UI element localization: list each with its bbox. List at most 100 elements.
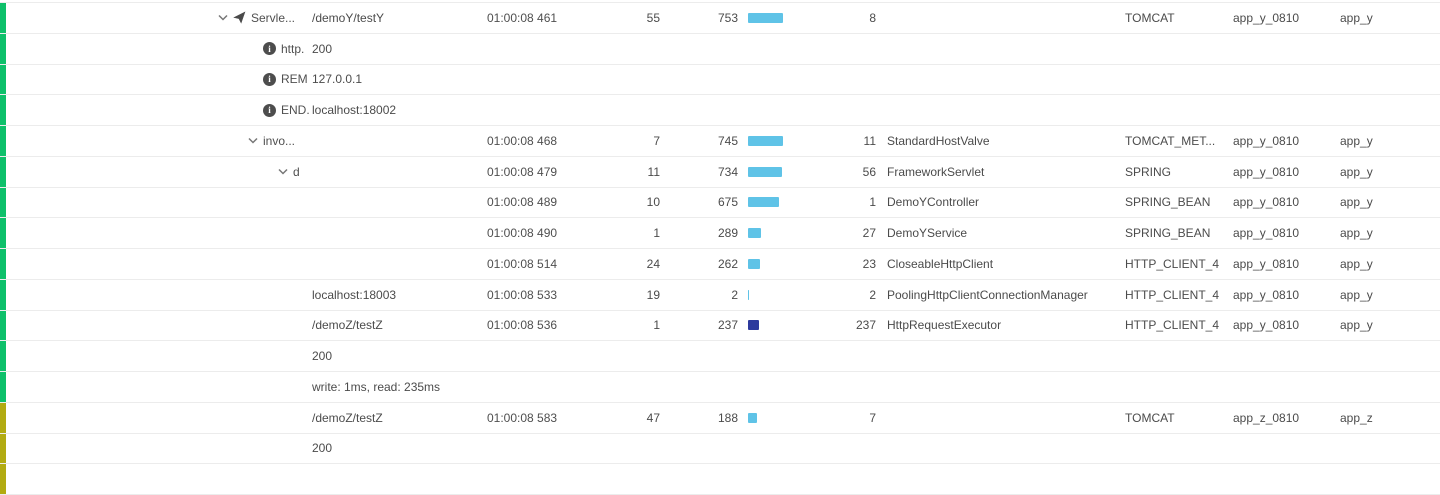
gap-cell: 24	[646, 256, 660, 271]
class-name-cell: CloseableHttpClient	[887, 256, 994, 271]
api-type-cell: SPRING_BEAN	[1125, 195, 1211, 210]
exec-ms-cell: 734	[717, 164, 738, 179]
app-color-strip	[0, 218, 6, 248]
gap-cell: 47	[646, 410, 660, 425]
api-type-cell: HTTP_CLIENT_4	[1125, 318, 1220, 333]
api-type-cell: SPRING	[1125, 164, 1172, 179]
trace-row[interactable]: 200	[0, 433, 1440, 465]
trace-row[interactable]: 01:00:08 490 1 289 27 DemoYService SPRING_BEA…	[0, 218, 1440, 249]
agent-cell: app_y_0810	[1233, 133, 1300, 148]
trace-row[interactable]: localhost:18003 01:00:08 533 19 2 2 PoolingHt…	[0, 279, 1440, 311]
timeline-bar	[748, 258, 761, 269]
app-color-strip	[0, 249, 6, 279]
gap-cell: 55	[646, 10, 660, 25]
trace-row[interactable]: /demoZ/testZ 01:00:08 583 47 188 7 TOMCAT app_…	[0, 402, 1440, 434]
class-name-cell: DemoYService	[887, 226, 968, 241]
exec-ms-cell: 237	[717, 318, 738, 333]
tree-cell: invo...	[6, 134, 312, 148]
trace-row[interactable]: 01:00:08 514 24 262 23 CloseableHttpClient HT…	[0, 249, 1440, 280]
start-time-cell: 01:00:08 514	[487, 256, 558, 271]
trace-row[interactable]: d 01:00:08 479 11 734 56 FrameworkServlet SPRI…	[0, 156, 1440, 188]
trace-row[interactable]: 01:00:08 489 10 675 1 DemoYController SPRING_…	[0, 187, 1440, 219]
exec-ms-cell: 2	[731, 287, 738, 302]
method-label: d	[293, 164, 300, 179]
timeline-bar-cell	[738, 320, 795, 331]
trace-row[interactable]: 200	[0, 341, 1440, 372]
gap-cell: 1	[653, 226, 660, 241]
arguments-cell: 200	[312, 41, 333, 56]
app-color-strip	[0, 3, 6, 33]
agent-cell: app_y_0810	[1233, 10, 1300, 25]
trace-row[interactable]: i http. 200	[0, 33, 1440, 65]
method-label: END.	[281, 103, 310, 118]
timeline-bar-cell	[738, 12, 795, 23]
agent-cell: app_y_0810	[1233, 164, 1300, 179]
app-color-strip	[0, 187, 6, 218]
self-ms-cell: 7	[869, 410, 876, 425]
trace-row[interactable]: i END. localhost:18002	[0, 95, 1440, 126]
application-cell: app_y	[1340, 287, 1373, 302]
collapse-chevron-icon[interactable]	[248, 137, 258, 144]
method-label: Servle...	[251, 10, 296, 25]
start-time-cell: 01:00:08 461	[487, 10, 558, 25]
collapse-chevron-icon[interactable]	[218, 14, 228, 21]
trace-row[interactable]: Servle... /demoY/testY 01:00:08 461 55 753 8 T…	[0, 3, 1440, 34]
trace-row[interactable]: invo... 01:00:08 468 7 745 11 StandardHostVal…	[0, 126, 1440, 157]
timeline-bar-cell	[738, 197, 795, 208]
timeline-bar-cell	[738, 289, 795, 300]
gap-cell: 10	[646, 195, 660, 210]
tree-cell: d	[6, 165, 312, 179]
class-name-cell: PoolingHttpClientConnectionManager	[887, 287, 1088, 302]
application-cell: app_y	[1340, 195, 1373, 210]
class-name-cell: DemoYController	[887, 195, 980, 210]
application-cell: app_z	[1340, 410, 1373, 425]
trace-row[interactable]: /demoZ/testZ 01:00:08 536 1 237 237 HttpReque…	[0, 310, 1440, 342]
arguments-cell: /demoZ/testZ	[312, 318, 383, 333]
self-ms-cell: 2	[869, 287, 876, 302]
self-ms-cell: 11	[863, 133, 876, 148]
trace-row[interactable]: i REM 127.0.0.1	[0, 64, 1440, 96]
app-color-strip	[0, 372, 6, 402]
info-icon: i	[263, 42, 276, 56]
app-color-strip	[0, 64, 6, 95]
timeline-bar	[748, 12, 783, 23]
gap-cell: 7	[653, 133, 660, 148]
application-cell: app_y	[1340, 10, 1373, 25]
api-type-cell: TOMCAT	[1125, 410, 1175, 425]
trace-row[interactable]	[0, 464, 1440, 495]
exec-ms-cell: 188	[717, 410, 738, 425]
timeline-bar	[748, 197, 780, 208]
timeline-bar	[748, 412, 757, 423]
api-type-cell: TOMCAT	[1125, 10, 1175, 25]
timeline-bar-cell	[738, 412, 795, 423]
collapse-chevron-icon[interactable]	[278, 168, 288, 175]
arguments-cell: /demoY/testY	[312, 10, 385, 25]
arguments-cell: write: 1ms, read: 235ms	[312, 379, 441, 394]
start-time-cell: 01:00:08 479	[487, 164, 558, 179]
trace-rows: Servle... /demoY/testY 01:00:08 461 55 753 8 T…	[0, 3, 1440, 495]
trace-row[interactable]: write: 1ms, read: 235ms	[0, 372, 1440, 403]
exec-ms-cell: 289	[717, 226, 738, 241]
exec-ms-cell: 753	[717, 10, 738, 25]
arguments-cell: 127.0.0.1	[312, 72, 363, 87]
tree-cell: i END.	[6, 103, 312, 117]
timeline-bar	[748, 135, 783, 146]
application-cell: app_y	[1340, 133, 1373, 148]
method-label: REM	[281, 72, 308, 87]
agent-cell: app_y_0810	[1233, 226, 1300, 241]
api-type-cell: SPRING_BEAN	[1125, 226, 1211, 241]
info-icon: i	[263, 72, 276, 86]
gap-cell: 19	[646, 287, 660, 302]
app-color-strip	[0, 126, 6, 156]
start-time-cell: 01:00:08 533	[487, 287, 558, 302]
arguments-cell: 200	[312, 349, 333, 364]
class-name-cell: HttpRequestExecutor	[887, 318, 1002, 333]
class-name-cell: StandardHostValve	[887, 133, 990, 148]
agent-cell: app_z_0810	[1233, 410, 1300, 425]
arguments-cell: 200	[312, 441, 333, 456]
agent-cell: app_y_0810	[1233, 256, 1300, 271]
start-time-cell: 01:00:08 583	[487, 410, 558, 425]
agent-cell: app_y_0810	[1233, 318, 1300, 333]
gap-cell: 11	[647, 164, 660, 179]
